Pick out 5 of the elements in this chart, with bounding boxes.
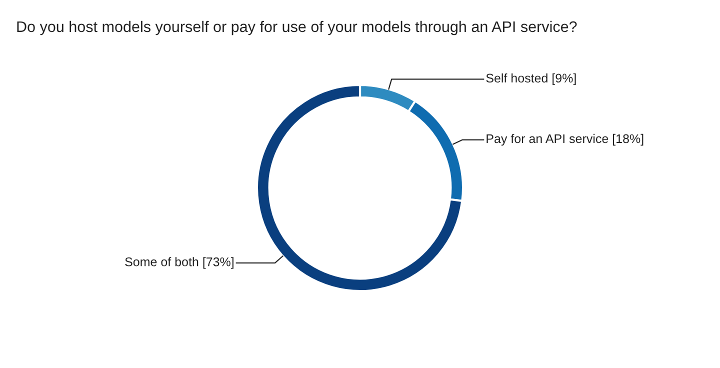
chart-title: Do you host models yourself or pay for use of your models through an API service? bbox=[17, 20, 577, 36]
donut-slice bbox=[256, 84, 464, 292]
slice-label: Some of both [73%] bbox=[125, 257, 234, 269]
slice-label: Pay for an API service [18%] bbox=[486, 134, 644, 146]
slice-label: Self hosted [9%] bbox=[486, 73, 576, 86]
